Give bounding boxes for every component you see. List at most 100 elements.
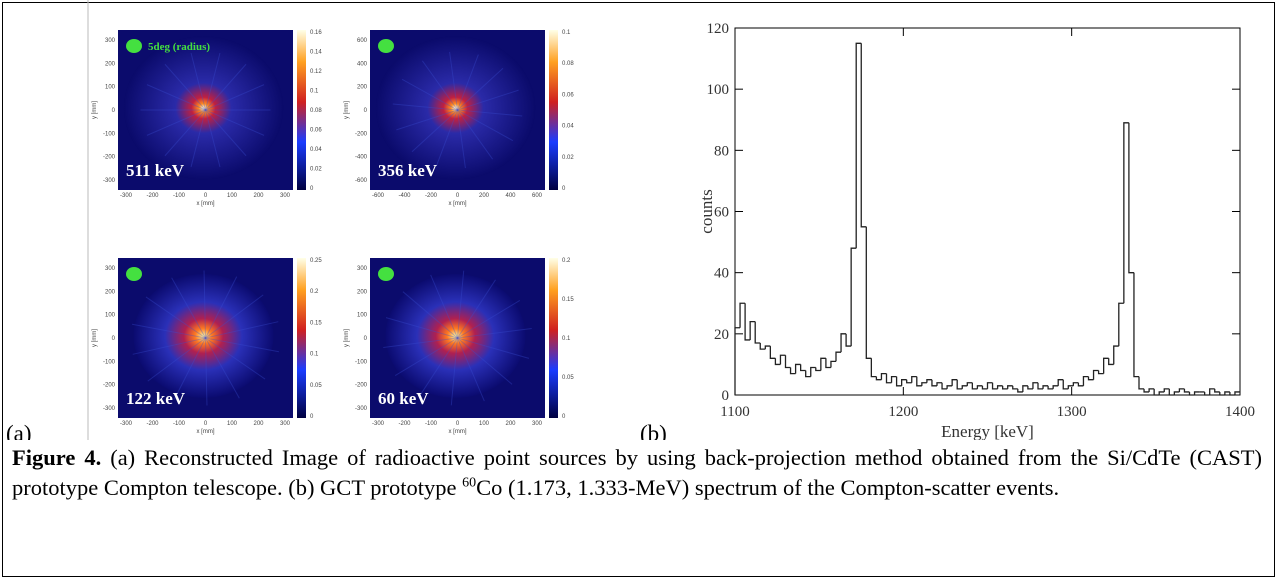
sky-image: 60 keV-300-200-1000100200300x [mm]300200… [344, 258, 574, 435]
image-x-tick-label: -400 [398, 193, 411, 199]
image-x-label: x [mm] [449, 201, 467, 207]
histogram-bin [801, 364, 806, 370]
histogram-bin [1164, 389, 1169, 392]
image-y-tick-label: 200 [105, 289, 116, 295]
histogram-bin [1119, 303, 1124, 346]
image-y-tick-label: -200 [103, 155, 116, 161]
image-x-tick-label: -300 [372, 421, 385, 427]
histogram-bin [786, 355, 791, 367]
image-x-tick-label: 200 [479, 193, 490, 199]
image-x-tick-label: 300 [280, 421, 291, 427]
image-y-tick-label: -200 [355, 383, 368, 389]
image-x-tick-label: -300 [120, 421, 133, 427]
image-x-label: x [mm] [197, 201, 215, 207]
colorbar [549, 258, 558, 418]
image-y-tick-label: 0 [364, 336, 368, 342]
histogram-bin [892, 377, 897, 383]
histogram-bin [1038, 383, 1043, 389]
histogram-bin [861, 43, 866, 227]
histogram-bin [942, 383, 947, 389]
image-x-tick-label: 200 [253, 421, 264, 427]
colorbar [297, 30, 306, 190]
histogram-bin [1154, 389, 1159, 395]
image-x-tick-label: 0 [456, 421, 460, 427]
histogram-bin [1139, 377, 1144, 389]
histogram-bin [932, 380, 937, 386]
image-y-tick-label: 300 [105, 38, 116, 44]
histogram-bin [917, 377, 922, 386]
histogram-bin [1190, 392, 1195, 395]
histogram-bin [846, 334, 851, 346]
histogram-bin [967, 383, 972, 386]
image-y-tick-label: -100 [355, 359, 368, 365]
x-axis-label: Energy [keV] [941, 422, 1034, 440]
image-y-tick-label: 0 [112, 108, 116, 114]
histogram-bin [1073, 383, 1078, 386]
histogram-bin [902, 380, 907, 386]
image-y-label: y [mm] [344, 101, 350, 119]
image-y-tick-label: -400 [355, 155, 368, 161]
histogram-bin [1018, 389, 1023, 392]
colorbar-tick-label: 0.02 [562, 155, 574, 161]
colorbar-tick-label: 0.08 [310, 108, 322, 114]
colorbar-tick-label: 0.15 [310, 320, 322, 326]
histogram-bin [871, 358, 876, 376]
histogram-bin [760, 343, 765, 349]
histogram-bin [775, 358, 780, 364]
panel-label: (b) [640, 421, 667, 440]
y-tick-label: 60 [714, 205, 729, 221]
histogram-bin [1220, 392, 1225, 395]
image-y-label: y [mm] [92, 101, 98, 119]
colorbar-tick-label: 0.2 [310, 289, 319, 295]
colorbar-tick-label: 0.08 [562, 61, 574, 67]
histogram-bin [1179, 389, 1184, 392]
histogram-bin [831, 361, 836, 367]
histogram-bin [1013, 386, 1018, 389]
histogram-bin [740, 303, 745, 327]
panel-label: (a) [6, 421, 32, 440]
image-y-tick-label: -300 [103, 406, 116, 412]
histogram-bin [765, 346, 770, 349]
histogram-bin [1114, 346, 1119, 364]
image-x-tick-label: 0 [456, 193, 460, 199]
histogram-bin [927, 380, 932, 383]
histogram-bin [887, 374, 892, 383]
histogram-bin [806, 371, 811, 377]
image-panel: 5deg (radius)511 keV-300-200-10001002003… [92, 30, 574, 435]
colorbar-tick-label: 0.1 [562, 336, 571, 342]
image-x-tick-label: 600 [532, 193, 543, 199]
histogram-bin [1149, 389, 1154, 392]
colorbar-tick-label: 0.02 [310, 167, 322, 173]
y-tick-label: 120 [707, 21, 730, 37]
histogram-bin [988, 383, 993, 389]
energy-label: 356 keV [378, 161, 438, 180]
histogram-bin [816, 367, 821, 370]
energy-label: 60 keV [378, 389, 429, 408]
histogram-bin [745, 303, 750, 340]
histogram-bin [1089, 377, 1094, 380]
caption-superscript: 60 [462, 476, 476, 491]
image-x-tick-label: -100 [425, 421, 438, 427]
image-y-tick-label: 200 [105, 61, 116, 67]
histogram-bin [866, 227, 871, 359]
y-tick-label: 20 [714, 327, 729, 343]
energy-label: 122 keV [126, 389, 186, 408]
image-y-tick-label: 100 [357, 313, 368, 319]
histogram-bin [1023, 386, 1028, 392]
image-x-tick-label: -600 [372, 193, 385, 199]
histogram-bin [780, 355, 785, 364]
sky-image: 356 keV-600-400-2000200400600x [mm]60040… [344, 30, 574, 207]
histogram-bin [791, 367, 796, 373]
colorbar-tick-label: 0 [562, 186, 566, 192]
histogram-bin [770, 346, 775, 358]
histogram-bin [982, 386, 987, 389]
histogram-bin [1068, 386, 1073, 389]
colorbar-tick-label: 0.15 [562, 297, 574, 303]
image-x-tick-label: -100 [173, 421, 186, 427]
histogram-bin [1144, 389, 1149, 392]
image-x-label: x [mm] [449, 429, 467, 435]
sky-image: 5deg (radius)511 keV-300-200-10001002003… [92, 30, 322, 207]
histogram-bin [922, 383, 927, 386]
y-tick-label: 80 [714, 143, 729, 159]
page: { "panel_a": { "label": "(a)", "legend_t… [0, 0, 1279, 581]
